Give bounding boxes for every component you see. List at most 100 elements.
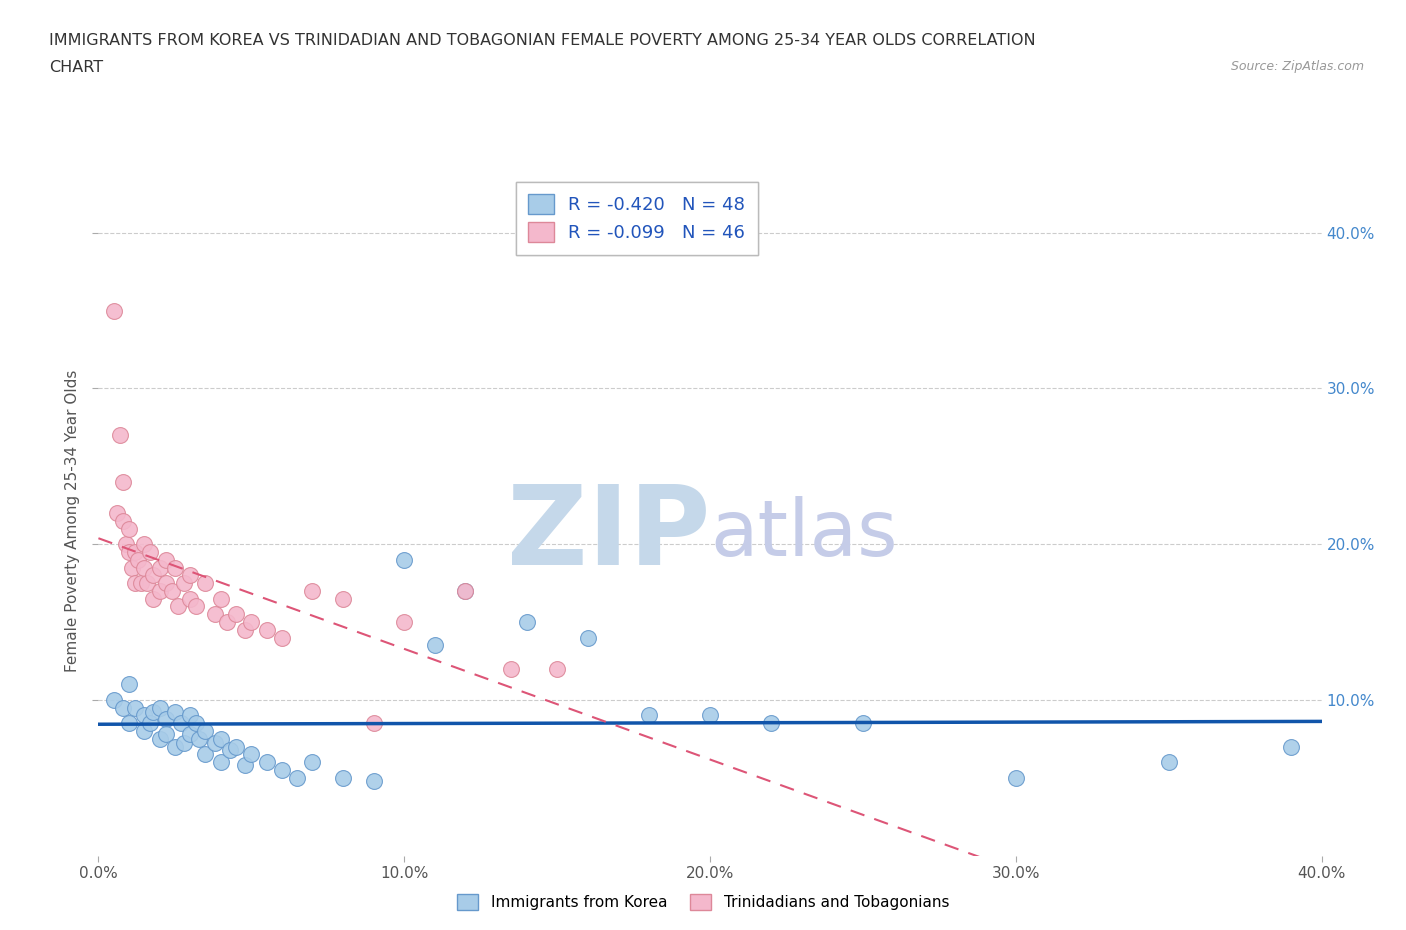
Point bbox=[454, 583, 477, 598]
Point bbox=[136, 576, 159, 591]
Point bbox=[139, 716, 162, 731]
Point bbox=[256, 755, 278, 770]
Point bbox=[108, 428, 131, 443]
Point bbox=[179, 726, 201, 741]
Point bbox=[186, 716, 208, 731]
Point bbox=[173, 736, 195, 751]
Point bbox=[363, 774, 385, 789]
Point bbox=[111, 700, 134, 715]
Point bbox=[163, 560, 186, 575]
Point bbox=[105, 506, 128, 521]
Point bbox=[392, 615, 416, 630]
Point bbox=[155, 726, 177, 741]
Point bbox=[225, 739, 247, 754]
Point bbox=[149, 700, 172, 715]
Point bbox=[118, 544, 141, 559]
Point bbox=[240, 747, 263, 762]
Point bbox=[332, 591, 354, 606]
Point bbox=[699, 708, 721, 723]
Point bbox=[852, 716, 875, 731]
Point bbox=[173, 576, 195, 591]
Point bbox=[209, 731, 232, 746]
Point bbox=[160, 583, 183, 598]
Point bbox=[111, 474, 134, 489]
Point bbox=[134, 537, 156, 551]
Point bbox=[142, 591, 165, 606]
Point bbox=[155, 552, 177, 567]
Point bbox=[194, 747, 217, 762]
Point bbox=[167, 599, 190, 614]
Point bbox=[142, 568, 165, 583]
Point bbox=[170, 716, 193, 731]
Text: atlas: atlas bbox=[710, 497, 897, 572]
Text: ZIP: ZIP bbox=[506, 481, 710, 588]
Point bbox=[186, 599, 208, 614]
Point bbox=[285, 770, 308, 785]
Point bbox=[194, 724, 217, 738]
Point bbox=[155, 576, 177, 591]
Point bbox=[301, 755, 323, 770]
Point bbox=[129, 576, 152, 591]
Point bbox=[759, 716, 782, 731]
Point bbox=[118, 716, 141, 731]
Point bbox=[118, 521, 141, 536]
Point bbox=[115, 537, 138, 551]
Point bbox=[103, 693, 125, 708]
Text: CHART: CHART bbox=[49, 60, 103, 75]
Point bbox=[124, 576, 146, 591]
Point bbox=[121, 560, 143, 575]
Point bbox=[454, 583, 477, 598]
Point bbox=[270, 631, 292, 645]
Point bbox=[149, 560, 172, 575]
Point bbox=[225, 606, 247, 621]
Point bbox=[179, 708, 201, 723]
Point bbox=[155, 711, 177, 726]
Point bbox=[124, 700, 146, 715]
Point bbox=[124, 544, 146, 559]
Point bbox=[637, 708, 661, 723]
Point bbox=[423, 638, 446, 653]
Point bbox=[134, 708, 156, 723]
Point bbox=[127, 552, 149, 567]
Point bbox=[134, 724, 156, 738]
Point bbox=[256, 622, 278, 637]
Legend: R = -0.420   N = 48, R = -0.099   N = 46: R = -0.420 N = 48, R = -0.099 N = 46 bbox=[516, 181, 758, 255]
Point bbox=[204, 606, 226, 621]
Point bbox=[1157, 755, 1180, 770]
Point bbox=[332, 770, 354, 785]
Point bbox=[240, 615, 263, 630]
Point bbox=[163, 705, 186, 720]
Point bbox=[546, 661, 568, 676]
Point bbox=[142, 705, 165, 720]
Point bbox=[134, 560, 156, 575]
Point bbox=[118, 677, 141, 692]
Text: IMMIGRANTS FROM KOREA VS TRINIDADIAN AND TOBAGONIAN FEMALE POVERTY AMONG 25-34 Y: IMMIGRANTS FROM KOREA VS TRINIDADIAN AND… bbox=[49, 33, 1036, 47]
Point bbox=[219, 742, 242, 757]
Point bbox=[392, 552, 416, 567]
Point bbox=[209, 591, 232, 606]
Point bbox=[179, 568, 201, 583]
Point bbox=[576, 631, 599, 645]
Point bbox=[363, 716, 385, 731]
Text: Source: ZipAtlas.com: Source: ZipAtlas.com bbox=[1230, 60, 1364, 73]
Point bbox=[301, 583, 323, 598]
Point bbox=[188, 731, 211, 746]
Point bbox=[139, 544, 162, 559]
Point bbox=[516, 615, 538, 630]
Point bbox=[233, 622, 256, 637]
Point bbox=[163, 739, 186, 754]
Point bbox=[194, 576, 217, 591]
Point bbox=[270, 763, 292, 777]
Point bbox=[209, 755, 232, 770]
Y-axis label: Female Poverty Among 25-34 Year Olds: Female Poverty Among 25-34 Year Olds bbox=[65, 369, 80, 672]
Point bbox=[233, 758, 256, 773]
Point bbox=[215, 615, 238, 630]
Point bbox=[204, 736, 226, 751]
Point bbox=[103, 303, 125, 318]
Legend: Immigrants from Korea, Trinidadians and Tobagonians: Immigrants from Korea, Trinidadians and … bbox=[450, 886, 956, 918]
Point bbox=[111, 513, 134, 528]
Point bbox=[1004, 770, 1026, 785]
Point bbox=[1279, 739, 1302, 754]
Point bbox=[501, 661, 523, 676]
Point bbox=[179, 591, 201, 606]
